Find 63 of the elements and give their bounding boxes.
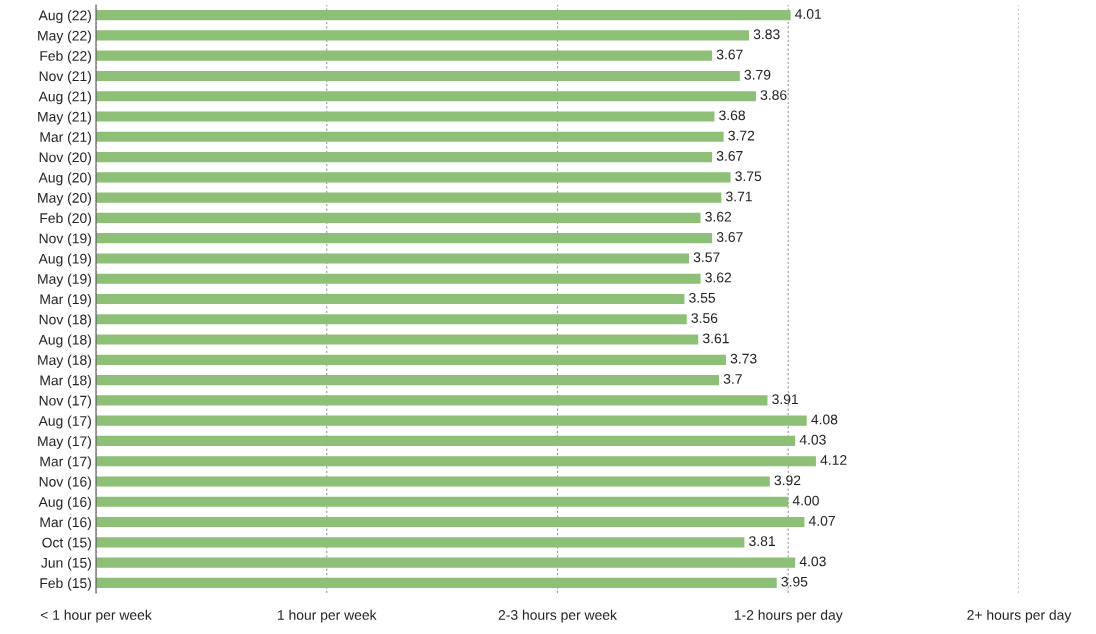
data-label: 4.01 [795,9,822,19]
y-tick-label: Mar (21) [40,131,91,145]
y-tick-label: Oct (15) [42,537,91,551]
data-label: 3.61 [702,333,729,344]
data-label: 4.03 [799,556,826,567]
data-label: 3.75 [735,171,762,182]
y-tick-label: Nov (18) [39,314,91,328]
data-label: 3.56 [691,313,718,323]
y-tick-label: Nov (19) [39,233,91,247]
y-tick-label: Aug (19) [38,253,91,267]
data-label: 3.73 [730,353,757,364]
y-tick-label: Mar (18) [40,375,91,389]
data-label: 3.72 [728,130,755,141]
data-label: 3.62 [705,272,732,283]
data-label: 3.83 [753,29,780,40]
y-tick-label: Nov (17) [39,395,91,409]
y-tick-label: Mar (16) [40,517,91,530]
data-label: 3.67 [716,150,743,161]
data-label: 3.81 [749,536,775,547]
ref-line-label: 1-2 hours per day [734,609,843,623]
data-label: 3.86 [760,90,787,100]
data-label: 4.03 [799,434,826,445]
y-tick-label: Aug (17) [38,415,91,429]
data-label: 3.92 [774,475,801,486]
y-tick-label: Feb (15) [40,577,91,591]
ref-line-label: 2-3 hours per week [498,609,617,623]
data-label: 3.71 [726,191,752,202]
data-label: 4.12 [820,455,847,465]
y-tick-label: Jun (15) [41,557,91,571]
data-label: 3.55 [689,292,716,303]
y-tick-label: May (18) [38,354,91,368]
y-tick-label: Feb (20) [40,212,91,226]
data-label: 4.07 [808,515,835,526]
y-tick-label: May (21) [38,111,91,125]
y-tick-label: May (20) [38,192,91,206]
y-tick-label: Mar (17) [40,456,91,470]
y-tick-label: May (17) [38,435,91,449]
y-tick-label: Feb (22) [40,50,91,64]
y-tick-label: Nov (20) [39,152,91,165]
data-label: 3.57 [693,252,720,263]
data-label: 3.7 [723,374,742,384]
data-label: 3.67 [716,232,743,242]
ref-line-label: < 1 hour per week [40,609,152,623]
data-label: 3.68 [719,110,745,121]
data-label: 4.08 [811,414,838,425]
y-tick-label: Aug (16) [38,496,91,510]
data-label: 3.91 [772,394,798,405]
y-tick-label: Aug (22) [38,10,91,24]
data-label: 4.00 [792,495,819,506]
data-label: 3.95 [781,576,808,587]
data-label: 3.67 [716,49,743,60]
data-label: 3.62 [705,211,732,222]
y-tick-label: Nov (21) [39,70,91,84]
y-tick-label: Aug (18) [38,334,91,348]
y-tick-label: Aug (21) [38,91,91,105]
y-tick-label: Mar (19) [40,293,91,307]
y-tick-label: Nov (16) [39,476,91,490]
y-tick-label: May (19) [38,273,91,287]
ref-line-label: 1 hour per week [278,609,377,623]
y-tick-label: May (22) [38,30,91,44]
data-label: 3.79 [744,69,771,80]
ref-line-label: 2+ hours per day [967,609,1072,623]
y-tick-label: Aug (20) [38,172,91,186]
